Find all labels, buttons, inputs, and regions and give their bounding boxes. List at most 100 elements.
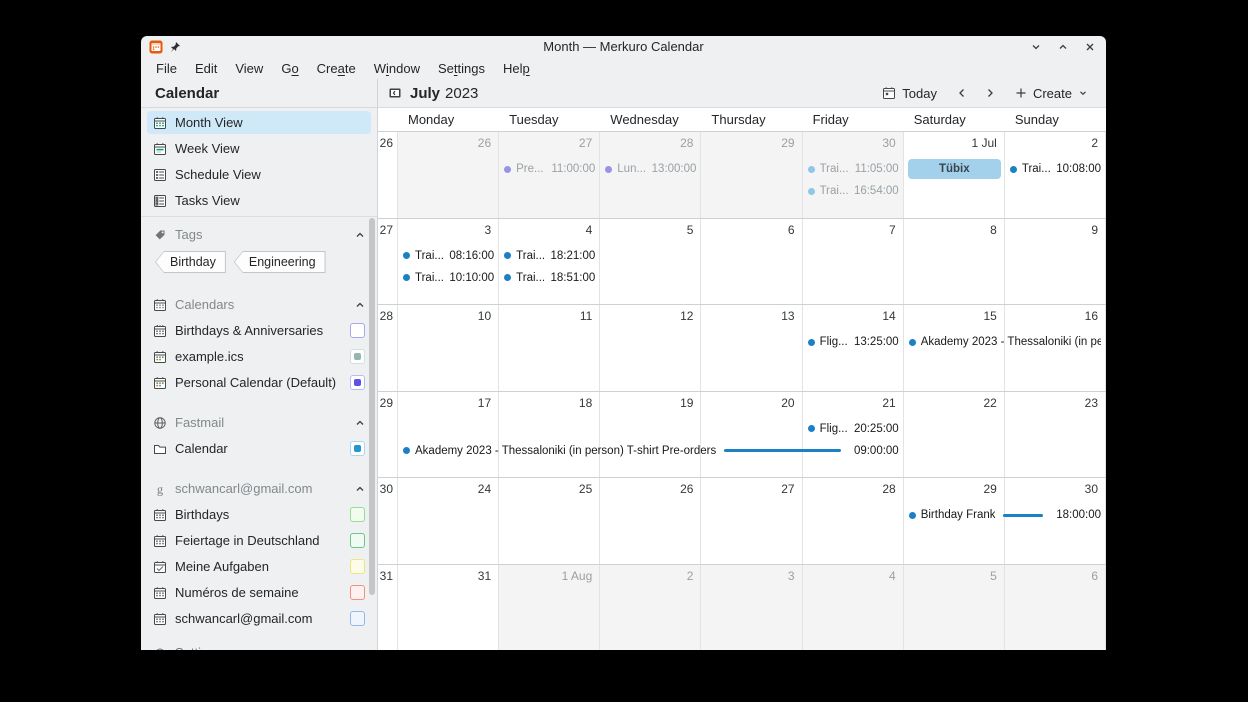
- calendar-item-personal-calendar-default[interactable]: Personal Calendar (Default): [147, 371, 371, 394]
- event[interactable]: Trai... 10:10:00: [398, 267, 499, 289]
- maximize-button[interactable]: [1057, 41, 1069, 53]
- event[interactable]: Trai... 11:05:00: [803, 158, 904, 180]
- calendar-item-birthdays-anniversaries[interactable]: Birthdays & Anniversaries: [147, 319, 371, 342]
- day-cell[interactable]: 6: [701, 218, 803, 304]
- day-cell[interactable]: 20: [701, 391, 803, 477]
- day-cell[interactable]: 5: [903, 564, 1005, 650]
- day-cell[interactable]: 5: [600, 218, 702, 304]
- event[interactable]: Flig... 20:25:00: [803, 418, 904, 440]
- tag-chip-birthday[interactable]: Birthday: [155, 251, 226, 273]
- minimize-button[interactable]: [1030, 41, 1042, 53]
- day-cell[interactable]: 17: [398, 391, 500, 477]
- event[interactable]: Trai... 18:21:00: [499, 245, 600, 267]
- event[interactable]: Trai... 08:16:00: [398, 245, 499, 267]
- day-cell[interactable]: 23: [1005, 391, 1106, 477]
- calendar-item-example-ics[interactable]: example.ics: [147, 345, 371, 368]
- day-cell[interactable]: 28: [600, 132, 702, 218]
- event-allday[interactable]: Tübix: [907, 159, 1001, 179]
- day-cell[interactable]: 21: [803, 391, 904, 477]
- menu-window[interactable]: Window: [373, 60, 420, 76]
- day-cell[interactable]: 26: [600, 478, 702, 564]
- close-button[interactable]: [1084, 41, 1096, 53]
- collapse-sidebar-icon[interactable]: [388, 86, 402, 100]
- sidebar-scrollbar[interactable]: [369, 218, 375, 595]
- section-header-fastmail[interactable]: Fastmail: [147, 411, 371, 434]
- calendar-item-feiertage-in-deutschland[interactable]: Feiertage in Deutschland: [147, 529, 371, 552]
- calendar-checkbox[interactable]: [350, 441, 365, 456]
- day-cell[interactable]: 27: [701, 478, 803, 564]
- day-cell[interactable]: 30: [802, 132, 904, 218]
- day-cell[interactable]: 4: [499, 218, 601, 304]
- day-cell[interactable]: 28: [803, 478, 904, 564]
- menu-settings[interactable]: Settings: [437, 60, 485, 76]
- day-cell[interactable]: 29: [904, 478, 1005, 564]
- day-cell[interactable]: 1 Aug: [499, 564, 601, 650]
- pin-icon[interactable]: [169, 41, 181, 53]
- event-multiday[interactable]: Akademy 2023 - Thessaloniki (in pers: [904, 331, 1106, 353]
- event[interactable]: Trai... 10:08:00: [1005, 158, 1106, 180]
- menu-go[interactable]: Go: [281, 60, 299, 76]
- day-cell[interactable]: 13: [701, 305, 803, 391]
- section-header-calendars[interactable]: Calendars: [147, 293, 371, 316]
- calendar-checkbox[interactable]: [350, 507, 365, 522]
- day-cell[interactable]: 9: [1005, 218, 1106, 304]
- day-cell[interactable]: 31: [398, 564, 500, 650]
- day-cell[interactable]: 24: [398, 478, 500, 564]
- calendar-item-meine-aufgaben[interactable]: Meine Aufgaben: [147, 555, 371, 578]
- day-cell[interactable]: 1 Jul: [904, 132, 1005, 218]
- event[interactable]: Lun... 13:00:00: [600, 158, 701, 180]
- calendar-checkbox[interactable]: [350, 349, 365, 364]
- calendar-checkbox[interactable]: [350, 323, 365, 338]
- menu-create[interactable]: Create: [316, 60, 356, 76]
- day-cell[interactable]: 22: [904, 391, 1005, 477]
- event[interactable]: Trai... 16:54:00: [803, 180, 904, 202]
- event-multiday[interactable]: Akademy 2023 - Thessaloniki (in person) …: [398, 440, 904, 462]
- calendar-checkbox[interactable]: [350, 585, 365, 600]
- day-cell[interactable]: 7: [803, 218, 904, 304]
- day-cell[interactable]: 18: [499, 391, 601, 477]
- menu-file[interactable]: File: [156, 60, 177, 76]
- calendar-item-calendar[interactable]: Calendar: [147, 437, 371, 460]
- day-cell[interactable]: 14: [803, 305, 904, 391]
- event-multiday[interactable]: Birthday Frank 18:00:00: [904, 504, 1106, 526]
- section-header-tags[interactable]: Tags: [147, 223, 371, 246]
- day-cell[interactable]: 15: [904, 305, 1005, 391]
- sidebar-item-tasks-view[interactable]: Tasks View: [147, 189, 371, 212]
- day-cell[interactable]: 2: [1005, 132, 1106, 218]
- day-cell[interactable]: 26: [398, 132, 500, 218]
- calendar-checkbox[interactable]: [350, 533, 365, 548]
- day-cell[interactable]: 19: [600, 391, 702, 477]
- day-cell[interactable]: 4: [802, 564, 904, 650]
- day-cell[interactable]: 29: [701, 132, 803, 218]
- sidebar-item-month-view[interactable]: Month View: [147, 111, 371, 134]
- sidebar-item-schedule-view[interactable]: Schedule View: [147, 163, 371, 186]
- day-cell[interactable]: 25: [499, 478, 601, 564]
- tag-chip-engineering[interactable]: Engineering: [233, 251, 326, 273]
- day-cell[interactable]: 6: [1004, 564, 1106, 650]
- today-button[interactable]: Today: [874, 83, 945, 104]
- event[interactable]: Flig... 13:25:00: [803, 331, 904, 353]
- day-cell[interactable]: 27: [499, 132, 601, 218]
- sidebar-item-settings[interactable]: Settings: [153, 641, 222, 650]
- next-month-button[interactable]: [979, 82, 1001, 104]
- day-cell[interactable]: 16: [1005, 305, 1106, 391]
- day-cell[interactable]: 2: [600, 564, 702, 650]
- day-cell[interactable]: 11: [499, 305, 601, 391]
- sidebar-item-week-view[interactable]: Week View: [147, 137, 371, 160]
- day-cell[interactable]: 10: [398, 305, 500, 391]
- event[interactable]: Trai... 18:51:00: [499, 267, 600, 289]
- day-cell[interactable]: 8: [904, 218, 1005, 304]
- day-cell[interactable]: 30: [1005, 478, 1106, 564]
- calendar-checkbox[interactable]: [350, 375, 365, 390]
- calendar-item-schwancarl-gmail-com[interactable]: schwancarl@gmail.com: [147, 607, 371, 630]
- section-header-schwancarl-gmail-com[interactable]: g schwancarl@gmail.com: [147, 477, 371, 500]
- menu-help[interactable]: Help: [502, 60, 530, 76]
- calendar-checkbox[interactable]: [350, 611, 365, 626]
- event[interactable]: Pre... 11:00:00: [499, 158, 600, 180]
- calendar-item-num-ros-de-semaine[interactable]: Numéros de semaine: [147, 581, 371, 604]
- calendar-item-birthdays[interactable]: Birthdays: [147, 503, 371, 526]
- calendar-checkbox[interactable]: [350, 559, 365, 574]
- day-cell[interactable]: 12: [600, 305, 702, 391]
- titlebar[interactable]: Month — Merkuro Calendar: [141, 36, 1106, 57]
- menu-edit[interactable]: Edit: [194, 60, 218, 76]
